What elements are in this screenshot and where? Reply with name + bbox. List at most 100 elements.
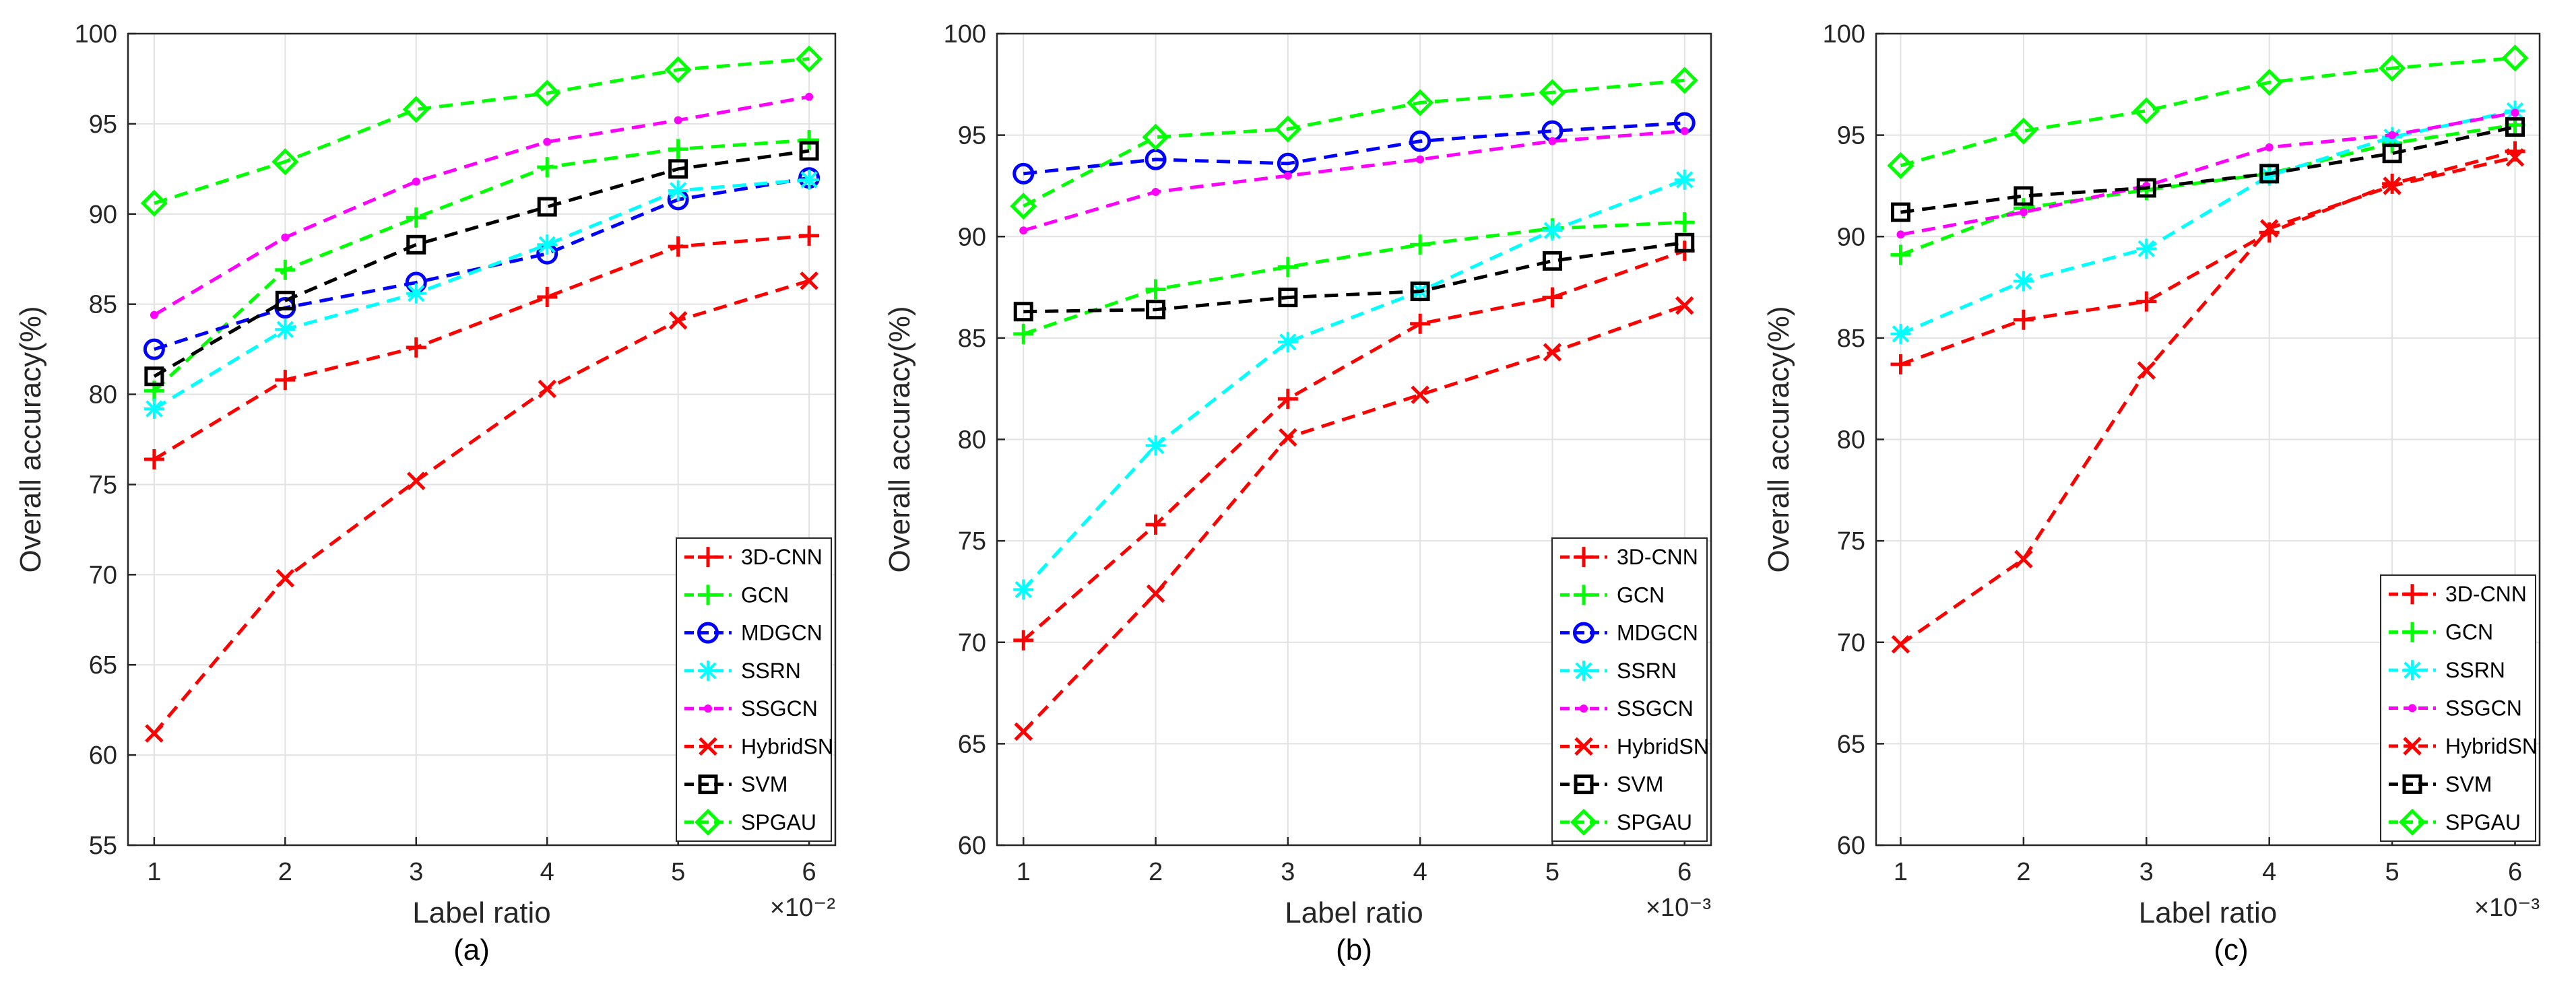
panel-a-data-point-ssrn	[799, 169, 820, 190]
panel-a-data-point-3d-cnn	[406, 337, 426, 358]
panel-a-series-svm	[144, 141, 819, 387]
panel-a-data-point-hybridsn	[538, 379, 556, 399]
panel-b-legend-box	[1551, 537, 1708, 842]
panel-a-legend-entry-ssrn: SSRN	[684, 659, 801, 683]
panel-b-series-svm	[1013, 232, 1695, 322]
panel-c-data-point-hybridsn	[2137, 361, 2156, 380]
panel-b-data-point-ssgcn	[1416, 155, 1425, 164]
panel-b-legend-label-ssgcn: SSGCN	[1617, 696, 1694, 721]
panel-c-series-line-ssrn	[1900, 109, 2516, 336]
panel-a-legend-marker-ssgcn	[704, 704, 712, 713]
panel-a-legend-marker-3d-cnn	[698, 547, 718, 568]
panel-a-x-tick-label: 2	[278, 858, 292, 886]
panel-c-data-point-ssrn	[1890, 323, 1911, 344]
panel-a-data-point-3d-cnn	[668, 236, 688, 257]
panel-b-series-line-3d-cnn	[1022, 249, 1685, 642]
panel-c-data-point-svm	[2014, 186, 2034, 206]
panel-a-data-point-ssgcn	[281, 233, 290, 242]
panel-c-legend-label-spgau: SPGAU	[2445, 810, 2521, 834]
panel-c-data-point-gcn	[1890, 244, 1911, 265]
panel-c-data-point-hybridsn	[2383, 176, 2402, 195]
panel-a-legend-label-3d-cnn: 3D-CNN	[741, 545, 823, 569]
panel-b-legend-entry-mdgcn: MDGCN	[1560, 621, 1698, 645]
subcaption-a: (a)	[453, 933, 490, 966]
panel-b-data-point-ssgcn	[1680, 127, 1689, 135]
panel-a-data-point-ssgcn	[805, 92, 814, 101]
panel-a-legend-label-ssrn: SSRN	[741, 659, 801, 683]
panel-c-data-point-ssgcn	[1896, 230, 1905, 239]
panel-b-y-tick-label: 80	[958, 426, 986, 455]
panel-b-data-point-svm	[1542, 251, 1562, 271]
panel-a-series-3d-cnn	[143, 225, 820, 469]
panel-a-data-point-ssrn	[406, 283, 426, 304]
panel-b-data-point-hybridsn	[1014, 722, 1033, 741]
panel-a-data-point-svm	[799, 141, 819, 161]
panel-b-legend-marker-hybridsn	[1574, 737, 1593, 756]
panel-a-series-line-3d-cnn	[153, 234, 810, 461]
panel-b-data-point-spgau	[1274, 115, 1301, 143]
panel-a-legend-marker-gcn	[698, 585, 718, 605]
panel-a-legend-label-svm: SVM	[741, 772, 787, 797]
panel-b-data-point-hybridsn	[1146, 584, 1165, 603]
panel-c-data-point-svm	[2259, 164, 2280, 184]
panel-c-y-axis-label: Overall accuracy(%)	[1762, 306, 1795, 572]
panel-b-x-tick-label: 4	[1413, 858, 1427, 886]
panel-a-x-tick-label: 4	[540, 858, 554, 886]
panel-c-legend-marker-hybridsn	[2403, 737, 2422, 756]
panel-a-data-point-ssgcn	[412, 177, 420, 186]
panel-c-data-point-ssrn	[2136, 238, 2157, 259]
panel-a-legend-entry-ssgcn: SSGCN	[684, 696, 818, 721]
panel-b-data-point-mdgcn	[1012, 162, 1035, 185]
panel-c-legend-entry-ssgcn: SSGCN	[2389, 696, 2522, 721]
panel-a-data-point-mdgcn	[143, 338, 165, 360]
panel-a-series-line-hybridsn	[152, 279, 810, 735]
panel-a-legend-marker-spgau	[694, 808, 722, 836]
panel-c-data-point-spgau	[2133, 97, 2160, 125]
panel-b-data-point-3d-cnn	[1410, 313, 1431, 334]
panel-b-data-point-hybridsn	[1543, 343, 1562, 362]
panel-c-data-point-ssgcn	[2265, 143, 2274, 152]
panel-b-legend-entry-ssgcn: SSGCN	[1560, 696, 1694, 721]
panel-b-series-line-ssgcn	[1023, 129, 1685, 232]
panel-a-series-line-mdgcn	[154, 176, 810, 351]
panel-c-y-tick-label: 60	[1837, 832, 1865, 860]
panel-b-series-hybridsn	[1014, 296, 1694, 741]
panel-b-legend-marker-mdgcn	[1573, 622, 1595, 644]
panel-a-legend-label-mdgcn: MDGCN	[741, 621, 823, 645]
panel-b-data-point-gcn	[1410, 234, 1431, 255]
panel-a-legend-entry-gcn: GCN	[684, 583, 789, 607]
chart-panel-b: 1 2 3 4 5 6 60 65 70 75 80 85 90 95 100 ×10⁻³ Label rati…	[883, 20, 1712, 929]
panel-c-data-point-3d-cnn	[2136, 291, 2157, 312]
panel-a-data-point-ssgcn	[150, 310, 158, 319]
chart-panel-a: 1 2 3 4 5 6 55 60 65 70 75 80 85 90 95 100 ×10⁻² Label ra…	[14, 20, 837, 929]
panel-c-y-tick-label: 90	[1837, 223, 1865, 251]
panel-a-legend-label-hybridsn: HybridSN	[741, 734, 833, 758]
panel-c-legend-label-hybridsn: HybridSN	[2445, 734, 2538, 758]
panel-b-series-line-spgau	[1023, 78, 1685, 208]
panel-b-data-point-gcn	[1013, 323, 1034, 344]
panel-a-axes-frame	[127, 32, 837, 847]
panel-b-data-point-gcn	[1277, 257, 1298, 277]
panel-b-legend-label-mdgcn: MDGCN	[1617, 621, 1698, 645]
panel-b-legend-label-svm: SVM	[1617, 772, 1663, 797]
panel-a-legend-marker-mdgcn	[697, 622, 719, 644]
panel-a-y-axis-label: Overall accuracy(%)	[14, 306, 47, 572]
panel-c-data-point-hybridsn	[2014, 550, 2033, 569]
panel-b-y-tick-label: 90	[958, 223, 986, 251]
panel-c-series-line-hybridsn	[1900, 156, 2516, 646]
panel-a-series-ssrn	[143, 169, 820, 419]
panel-c-data-point-ssgcn	[2388, 131, 2397, 139]
panel-a-series-line-ssgcn	[153, 95, 810, 317]
panel-b-data-point-spgau	[1407, 89, 1434, 117]
panel-c-x-tick-label: 6	[2508, 858, 2522, 886]
panel-a-x-tick-label: 5	[671, 858, 685, 886]
panel-b-legend-marker-ssgcn	[1580, 704, 1588, 713]
panel-a-data-point-svm	[275, 290, 295, 310]
panel-b-x-exponent: ×10⁻³	[1646, 894, 1711, 922]
panel-a-series-line-gcn	[153, 138, 810, 393]
panel-b-y-tick-label: 100	[944, 20, 986, 48]
panel-a-y-tick-label: 55	[89, 832, 117, 860]
panel-a-data-point-hybridsn	[668, 310, 688, 330]
panel-a-data-point-gcn	[668, 139, 688, 160]
